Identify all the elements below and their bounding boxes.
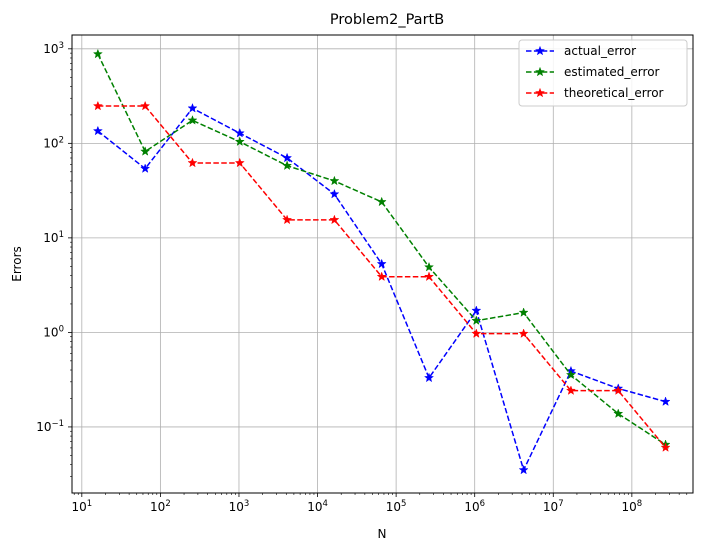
x-tick-label: 103 (229, 499, 250, 514)
plot-frame (71, 34, 694, 494)
data-point (660, 396, 671, 406)
data-point (140, 146, 151, 156)
chart-title: Problem2_PartB (330, 12, 444, 28)
data-point (329, 214, 340, 225)
y-tick-label: 103 (43, 41, 64, 56)
series-theoretical-error (92, 100, 671, 452)
y-tick-label: 102 (43, 135, 64, 150)
x-tick-label: 101 (71, 499, 92, 514)
legend-box (518, 39, 688, 107)
series-estimated-error (92, 48, 671, 449)
legend-marker (534, 45, 546, 56)
data-point (282, 152, 293, 163)
data-point (518, 464, 529, 475)
series-line (97, 107, 666, 473)
data-point (613, 385, 624, 395)
data-point (187, 157, 198, 168)
data-point (423, 271, 435, 282)
y-tick-label: 100 (43, 324, 64, 339)
x-tick-label: 108 (622, 499, 643, 514)
x-tick-label: 104 (307, 499, 328, 514)
data-point (329, 188, 340, 199)
series-line (97, 53, 666, 446)
ticks: 101 102 103 104 105 106 107 108 10−1 100 101 102 103 (36, 41, 688, 514)
data-point (92, 48, 103, 59)
x-tick-label: 105 (386, 499, 407, 514)
data-point (376, 258, 387, 269)
data-point (187, 115, 198, 125)
legend-label: estimated_error (564, 65, 660, 79)
data-point (518, 307, 529, 317)
data-point (471, 315, 482, 325)
y-tick-label: 10−1 (36, 419, 64, 434)
x-axis-title: N (378, 527, 387, 541)
data-point (613, 408, 624, 419)
data-point (234, 127, 245, 138)
legend: actual_error estimated_error theoretical_e… (518, 39, 688, 107)
data-point (329, 175, 340, 186)
series-layer (92, 48, 671, 475)
data-point (376, 196, 387, 207)
data-point (471, 305, 482, 315)
data-point (140, 163, 151, 173)
data-point (140, 100, 151, 111)
data-point (423, 261, 435, 272)
legend-marker (534, 66, 546, 77)
data-point (518, 328, 529, 338)
data-point (423, 372, 435, 383)
y-axis-title: Errors (10, 246, 24, 282)
data-point (660, 442, 671, 452)
x-tick-label: 106 (464, 499, 485, 514)
data-point (565, 385, 577, 395)
x-tick-label: 107 (543, 499, 564, 514)
legend-label: theoretical_error (564, 86, 664, 100)
x-tick-label: 102 (150, 499, 171, 514)
data-point (234, 136, 245, 147)
data-point (92, 100, 103, 111)
y-tick-label: 101 (43, 230, 64, 245)
data-point (234, 157, 245, 168)
legend-label: actual_error (564, 44, 636, 58)
data-point (187, 102, 198, 113)
data-point (376, 271, 387, 282)
data-point (282, 160, 293, 171)
series-actual-error (92, 102, 671, 475)
data-point (565, 369, 577, 380)
data-point (282, 214, 293, 225)
data-point (92, 125, 103, 136)
legend-marker (534, 87, 546, 98)
data-point (471, 328, 482, 338)
